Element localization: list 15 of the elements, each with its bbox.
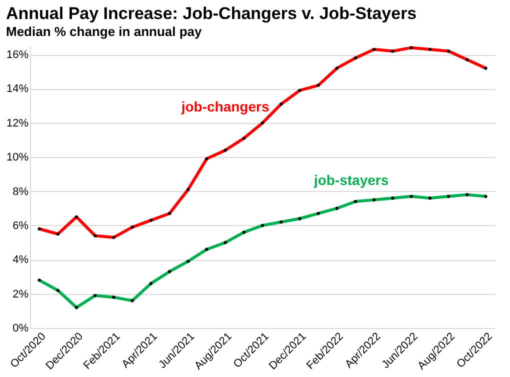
y-tick-label: 6% [12,220,29,232]
y-tick-label: 4% [12,254,29,266]
series-label: job-stayers [312,172,389,188]
y-tick-label: 2% [12,288,29,300]
y-tick-label: 12% [6,117,29,130]
line-series [38,46,488,239]
series-label: job-changers [180,98,270,115]
line-series [38,193,488,310]
y-tick-label: 14% [6,83,29,96]
chart-title: Annual Pay Increase: Job-Changers v. Job-Stayers [6,4,417,23]
y-tick-label: 10% [6,152,29,164]
y-tick-label: 8% [12,186,29,198]
chart-subtitle: Median % change in annual pay [6,24,203,39]
y-tick-label: 16% [6,49,29,62]
y-tick-label: 0% [12,322,29,334]
